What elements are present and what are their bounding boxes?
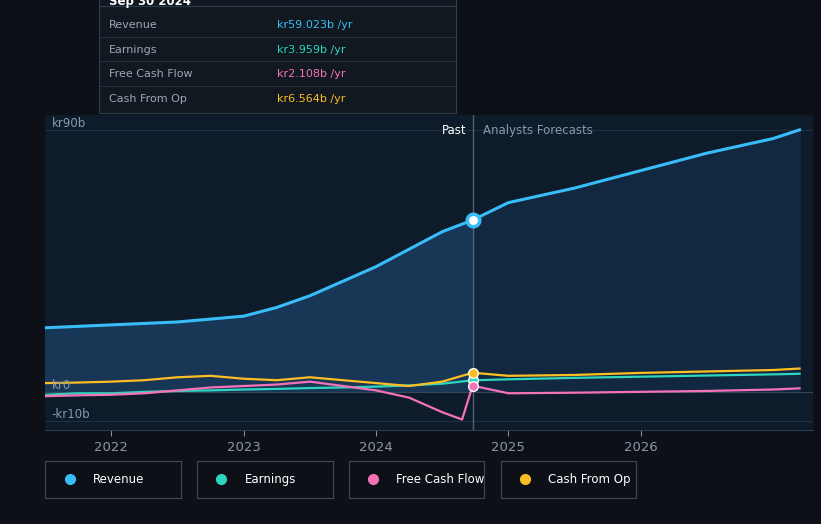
Text: Cash From Op: Cash From Op: [548, 473, 631, 486]
Text: Free Cash Flow: Free Cash Flow: [109, 69, 193, 79]
Text: kr90b: kr90b: [52, 117, 86, 130]
Text: Sep 30 2024: Sep 30 2024: [109, 0, 191, 7]
Text: Past: Past: [442, 124, 466, 137]
Text: kr3.959b /yr: kr3.959b /yr: [277, 45, 346, 54]
Text: kr0: kr0: [52, 379, 71, 392]
Text: kr2.108b /yr: kr2.108b /yr: [277, 69, 346, 79]
Text: Free Cash Flow: Free Cash Flow: [397, 473, 484, 486]
Text: kr59.023b /yr: kr59.023b /yr: [277, 20, 352, 30]
Text: Earnings: Earnings: [245, 473, 296, 486]
Text: Analysts Forecasts: Analysts Forecasts: [484, 124, 593, 137]
Text: Earnings: Earnings: [109, 45, 158, 54]
Text: Cash From Op: Cash From Op: [109, 94, 187, 104]
Text: -kr10b: -kr10b: [52, 408, 90, 421]
Text: kr6.564b /yr: kr6.564b /yr: [277, 94, 346, 104]
Text: Revenue: Revenue: [93, 473, 144, 486]
Text: Revenue: Revenue: [109, 20, 158, 30]
